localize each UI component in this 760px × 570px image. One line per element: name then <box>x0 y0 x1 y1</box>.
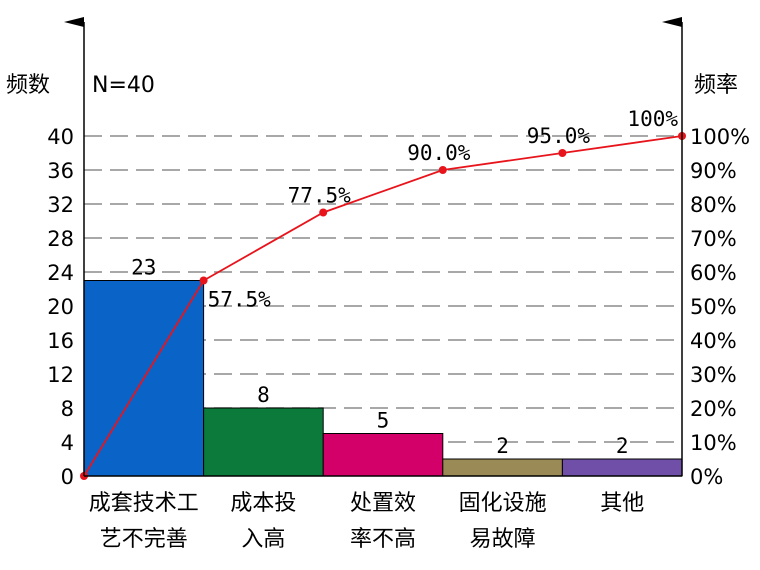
category-label: 易故障 <box>470 527 536 552</box>
right-axis-label: 频率 <box>694 73 738 98</box>
right-tick-label: 40% <box>690 329 737 353</box>
bar <box>442 458 563 477</box>
left-tick-label: 4 <box>61 431 74 455</box>
left-tick-labels: 0 4 8 12 16 20 24 28 32 36 40 <box>47 125 74 489</box>
cumulative-point <box>438 166 447 174</box>
left-tick-label: 40 <box>47 125 74 149</box>
right-tick-label: 30% <box>690 363 737 387</box>
cumulative-point <box>558 149 567 157</box>
category-label: 处置效 <box>350 491 416 516</box>
right-tick-label: 0% <box>690 465 723 489</box>
right-tick-label: 20% <box>690 397 737 421</box>
left-tick-label: 28 <box>47 227 74 251</box>
cumulative-label: 95.0% <box>527 124 591 148</box>
bar-value-label: 8 <box>257 383 270 407</box>
left-tick-label: 12 <box>47 363 74 387</box>
right-tick-label: 80% <box>690 193 737 217</box>
category-label: 入高 <box>241 527 285 552</box>
right-tick-label: 70% <box>690 227 737 251</box>
left-tick-label: 20 <box>47 295 74 319</box>
cumulative-point <box>199 276 208 285</box>
bar-value-label: 2 <box>616 434 629 458</box>
right-tick-label: 60% <box>690 261 737 285</box>
right-tick-label: 10% <box>690 431 737 455</box>
gridlines <box>84 135 682 443</box>
sample-size-label: N=40 <box>92 73 155 98</box>
bar-value-label: 5 <box>377 409 390 433</box>
left-tick-label: 16 <box>47 329 74 353</box>
bar-value-label: 2 <box>496 434 509 458</box>
category-label: 艺不完善 <box>100 527 188 552</box>
category-label: 成本投 <box>230 491 296 516</box>
right-tick-labels: 0% 10% 20% 30% 40% 50% 60% 70% 80% 90% 100% <box>690 125 750 489</box>
cumulative-line <box>83 135 683 477</box>
right-tick-label: 50% <box>690 295 737 319</box>
left-tick-label: 8 <box>61 397 74 421</box>
bar <box>203 407 324 477</box>
left-tick-label: 24 <box>47 261 74 285</box>
right-tick-label: 90% <box>690 159 737 183</box>
category-label: 其他 <box>600 491 644 516</box>
cumulative-label: 57.5% <box>208 288 272 312</box>
left-axis-label: 频数 <box>6 73 50 98</box>
category-label: 成套技术工 <box>89 491 199 516</box>
left-tick-label: 36 <box>47 159 74 183</box>
category-label: 固化设施 <box>459 491 547 516</box>
bars <box>83 280 683 477</box>
cumulative-label: 77.5% <box>288 184 352 208</box>
cumulative-point <box>319 208 328 217</box>
left-tick-label: 0 <box>61 465 74 489</box>
cumulative-line-group: 57.5% 77.5% 90.0% 95.0% 100% <box>80 107 686 480</box>
bar <box>322 433 444 477</box>
bar-value-label: 23 <box>131 256 156 280</box>
axes <box>64 17 683 477</box>
category-label: 率不高 <box>350 527 416 552</box>
right-tick-label: 100% <box>690 125 750 149</box>
bar-value-labels: 23 8 5 2 2 <box>131 256 628 459</box>
cumulative-label: 90.0% <box>407 141 471 165</box>
cumulative-label: 100% <box>627 107 678 131</box>
left-tick-label: 32 <box>47 193 74 217</box>
bar <box>561 458 683 477</box>
